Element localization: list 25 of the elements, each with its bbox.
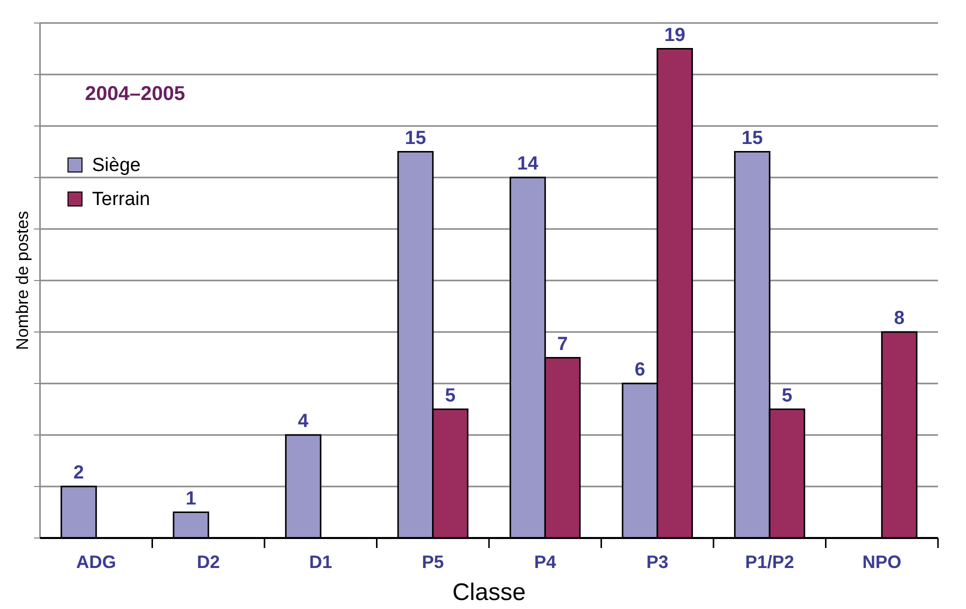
data-label: 15 (742, 128, 764, 149)
x-tick-label: P4 (534, 552, 556, 572)
text: 2004–2005 (85, 83, 186, 105)
data-label: 14 (517, 154, 539, 174)
x-tick-label: P1/P2 (745, 552, 794, 572)
data-label: 8 (894, 308, 905, 329)
data-label: 5 (782, 385, 793, 406)
x-tick-label: P5 (422, 552, 444, 572)
data-label: 7 (557, 334, 568, 355)
data-label: 19 (664, 24, 686, 46)
x-tick-label: D1 (309, 552, 332, 572)
legend-label: Terrain (92, 189, 150, 210)
data-label: 5 (444, 385, 456, 406)
data-label: 15 (404, 128, 426, 149)
x-tick-label: P3 (646, 552, 668, 572)
data-label: 2 (73, 462, 84, 484)
x-axis-title: Classe (452, 579, 526, 606)
x-tick-label: ADG (76, 552, 116, 572)
x-tick-label: NPO (862, 552, 902, 572)
y-axis-title: Nombre de postes (13, 211, 32, 350)
data-label: 1 (186, 488, 197, 510)
data-label: 6 (634, 360, 646, 380)
data-label: 4 (298, 411, 309, 432)
x-tick-label: D2 (196, 552, 220, 572)
legend-label: Siège (92, 155, 141, 176)
